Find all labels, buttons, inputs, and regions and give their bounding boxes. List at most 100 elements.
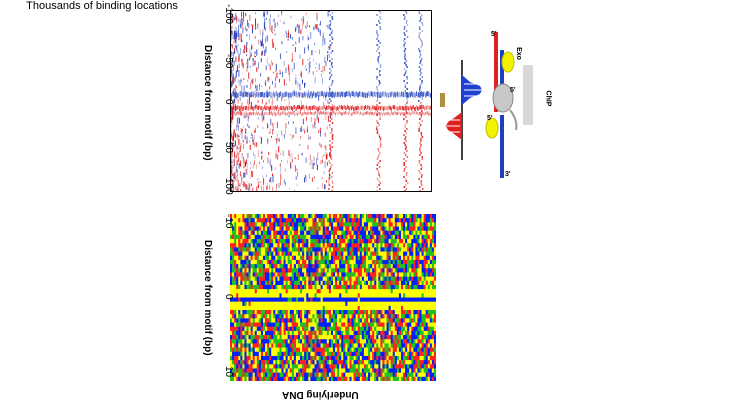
- motif-band-mark: [325, 111, 326, 115]
- streak-mark: [418, 48, 420, 50]
- base-cell: [339, 284, 342, 290]
- motif-band-mark: [383, 106, 384, 111]
- streak-mark: [403, 142, 406, 144]
- motif-band-mark: [236, 112, 237, 116]
- streak-mark: [328, 102, 331, 104]
- base-cell: [302, 322, 305, 328]
- motif-band-mark: [352, 105, 353, 110]
- streak-mark: [420, 138, 422, 140]
- signal-mark: [231, 15, 233, 22]
- base-cell: [285, 297, 288, 302]
- base-cell: [287, 259, 291, 265]
- signal-mark: [256, 186, 258, 192]
- streak-mark: [403, 118, 405, 120]
- streak-mark: [378, 112, 381, 114]
- base-cell: [355, 301, 359, 307]
- base-cell: [374, 301, 377, 307]
- signal-mark: [248, 117, 250, 119]
- base-cell: [330, 218, 334, 223]
- base-cell: [400, 318, 404, 323]
- signal-mark: [304, 82, 306, 86]
- base-cell: [275, 226, 278, 231]
- base-cell: [409, 255, 412, 261]
- streak-mark: [418, 12, 421, 14]
- base-cell: [260, 301, 264, 307]
- base-cell: [421, 259, 424, 265]
- motif-band-mark: [375, 92, 376, 98]
- base-cell: [246, 289, 249, 294]
- base-cell: [246, 251, 249, 257]
- dna-sequence-heatmap: [230, 214, 436, 381]
- base-cell: [302, 326, 305, 332]
- signal-mark: [294, 110, 296, 113]
- streak-mark: [418, 34, 421, 36]
- streak-mark: [378, 80, 380, 82]
- motif-band-mark: [270, 112, 271, 116]
- signal-mark: [241, 177, 243, 184]
- base-cell: [275, 251, 278, 257]
- streak-mark: [331, 130, 333, 132]
- base-cell: [236, 284, 239, 290]
- motif-band-mark: [257, 92, 258, 98]
- streak-mark: [376, 158, 379, 160]
- signal-mark: [281, 10, 282, 13]
- base-cell: [433, 214, 436, 219]
- motif-band-mark: [362, 91, 363, 97]
- base-cell: [328, 335, 332, 340]
- base-cell: [351, 289, 354, 294]
- base-cell: [273, 243, 276, 248]
- signal-mark: [232, 64, 234, 71]
- signal-mark: [252, 171, 254, 178]
- base-cell: [351, 259, 354, 265]
- base-cell: [427, 280, 431, 286]
- motif-band-mark: [427, 111, 428, 115]
- base-cell: [312, 310, 315, 315]
- signal-mark: [260, 137, 262, 144]
- base-cell: [392, 272, 396, 277]
- base-cell: [419, 264, 422, 269]
- signal-mark: [308, 89, 309, 97]
- base-cell: [417, 264, 420, 269]
- base-cell: [370, 259, 373, 265]
- base-cell: [232, 339, 235, 344]
- base-cell: [388, 259, 391, 265]
- signal-mark: [232, 76, 234, 80]
- base-cell: [279, 339, 282, 344]
- base-cell: [314, 234, 317, 240]
- base-cell: [244, 234, 247, 240]
- streak-mark: [376, 86, 378, 88]
- base-cell: [324, 301, 328, 307]
- base-cell: [425, 272, 429, 277]
- base-cell: [271, 330, 274, 336]
- streak-mark: [331, 96, 334, 98]
- signal-mark: [252, 78, 254, 85]
- base-cell: [275, 243, 278, 248]
- streak-mark: [328, 98, 331, 100]
- base-cell: [322, 297, 326, 302]
- base-cell: [295, 272, 299, 277]
- base-cell: [427, 247, 431, 252]
- base-cell: [374, 247, 377, 252]
- signal-mark: [246, 136, 248, 143]
- base-cell: [388, 243, 391, 248]
- base-cell: [269, 234, 272, 240]
- base-cell: [339, 218, 342, 223]
- motif-band-mark: [420, 112, 421, 116]
- base-cell: [400, 259, 404, 265]
- base-cell: [337, 226, 340, 231]
- base-cell: [409, 310, 412, 315]
- base-cell: [234, 301, 237, 307]
- base-cell: [316, 301, 319, 307]
- motif-band-mark: [237, 105, 238, 110]
- signal-mark: [280, 153, 281, 155]
- base-cell: [281, 305, 284, 311]
- base-cell: [403, 218, 406, 223]
- signal-mark: [320, 144, 322, 148]
- signal-mark: [290, 15, 292, 19]
- base-cell: [431, 218, 435, 223]
- base-cell: [304, 214, 307, 219]
- base-cell: [341, 214, 344, 219]
- motif-band-mark: [374, 91, 375, 97]
- base-cell: [411, 247, 414, 252]
- base-cell: [236, 305, 239, 311]
